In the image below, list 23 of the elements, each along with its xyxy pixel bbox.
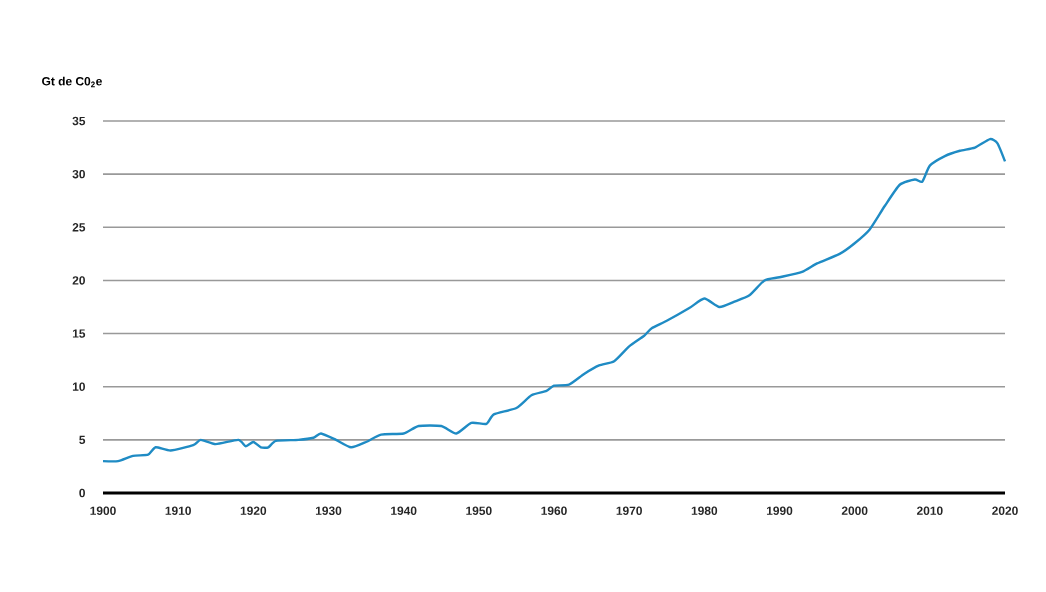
y-tick-label: 0	[79, 488, 85, 498]
line-series	[101, 137, 1007, 463]
x-tick-label: 1940	[391, 506, 417, 515]
x-tick-label: 1930	[315, 506, 342, 516]
y-tick-label: 20	[72, 276, 85, 285]
x-tick-label: 1950	[466, 506, 492, 515]
x-tick-label: 1980	[691, 506, 718, 515]
x-tick-label: 2020	[992, 506, 1018, 515]
y-tick-label: 35	[72, 116, 86, 126]
x-tick-label: 1990	[766, 506, 793, 515]
x-tick-label: 1970	[616, 506, 642, 515]
y-tick-label: 10	[72, 382, 85, 391]
x-tick-label: 1960	[541, 506, 567, 515]
y-tick-label: 5	[79, 435, 86, 445]
x-tick-label: 2010	[916, 506, 943, 515]
y-axis-title: Gt de C0$_{2}$e	[42, 76, 102, 88]
y-tick-label: 25	[72, 223, 86, 232]
x-tick-label: 1910	[165, 506, 191, 515]
x-tick-label: 2000	[841, 506, 868, 515]
y-tick-label: 30	[72, 169, 85, 179]
x-tick-label: 1900	[90, 506, 116, 515]
x-tick-label: 1920	[240, 506, 267, 515]
y-tick-label: 15	[72, 329, 86, 338]
